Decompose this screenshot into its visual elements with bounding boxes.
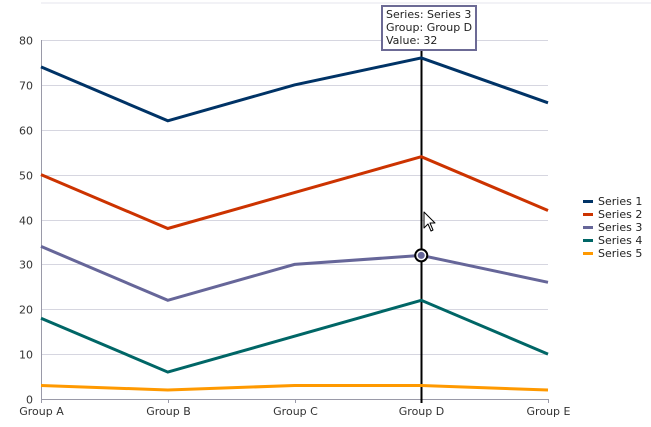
y-tick-label: 60 [19,125,33,138]
legend-swatch [583,239,593,242]
x-tick-label: Group B [146,405,191,418]
legend-swatch [583,213,593,216]
y-tick-label: 30 [19,259,33,272]
y-tick-label: 0 [26,394,33,407]
series-line-4 [40,298,549,374]
y-tick-label: 80 [19,35,33,48]
legend-swatch [583,252,593,255]
y-tick-label: 10 [19,349,33,362]
y-tick-label: 40 [19,215,33,228]
x-tick-label: Group E [527,405,571,418]
legend-item-series-1[interactable]: Series 1 [583,195,642,208]
x-tick-label: Group A [19,405,64,418]
mouse-cursor-icon [423,211,436,232]
legend-item-series-5[interactable]: Series 5 [583,247,642,260]
legend-label: Series 3 [598,221,643,234]
legend-item-series-3[interactable]: Series 3 [583,221,642,234]
legend: Series 1 Series 2 Series 3 Series 4 Series 5 [583,195,642,260]
y-tick-label: 20 [19,304,33,317]
series-line-1 [40,56,549,123]
legend-label: Series 4 [598,234,643,247]
legend-swatch [583,200,593,203]
legend-item-series-2[interactable]: Series 2 [583,208,642,221]
y-tick-label: 70 [19,80,33,93]
legend-item-series-4[interactable]: Series 4 [583,234,642,247]
legend-label: Series 1 [598,195,643,208]
legend-label: Series 2 [598,208,643,221]
highlight-point [417,251,425,259]
tooltip-series: Series: Series 3 [386,8,472,21]
y-tick-label: 50 [19,170,33,183]
legend-swatch [583,226,593,229]
tooltip-group: Group: Group D [386,21,473,34]
series-line-2 [40,155,549,231]
series-line-5 [40,384,549,392]
tooltip: Series: Series 3 Group: Group D Value: 3… [381,5,478,51]
tooltip-value: Value: 32 [386,34,438,47]
x-tick-label: Group C [273,405,318,418]
x-tick-label: Group D [399,405,444,418]
legend-label: Series 5 [598,247,643,260]
series-line-3 [40,245,549,302]
